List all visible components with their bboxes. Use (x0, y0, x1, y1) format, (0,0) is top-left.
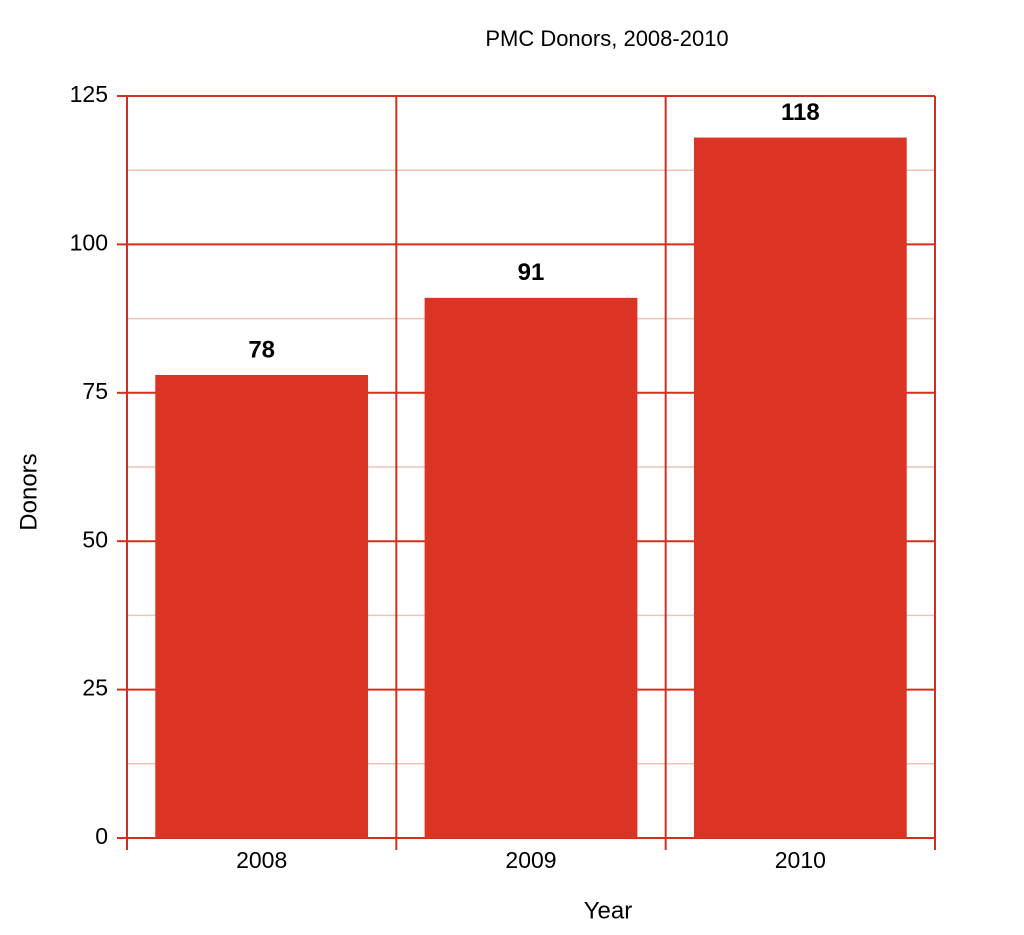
y-tick-label: 0 (95, 823, 108, 849)
y-tick-label: 75 (82, 378, 108, 404)
x-tick-label: 2009 (505, 847, 556, 873)
data-label: 91 (518, 259, 545, 286)
x-tick-label: 2010 (775, 847, 826, 873)
y-tick-label: 25 (82, 675, 108, 701)
x-tick-label: 2008 (236, 847, 287, 873)
chart-title: PMC Donors, 2008-2010 (485, 26, 728, 51)
bar (155, 374, 369, 838)
data-label: 78 (248, 336, 275, 363)
y-tick-label: 100 (70, 229, 108, 255)
y-tick-label: 50 (82, 526, 108, 552)
bar (424, 297, 638, 839)
y-axis-label: Donors (15, 453, 42, 530)
bar (693, 137, 907, 838)
x-axis-label: Year (584, 897, 633, 924)
data-label: 118 (781, 99, 820, 126)
y-tick-label: 125 (70, 81, 108, 107)
